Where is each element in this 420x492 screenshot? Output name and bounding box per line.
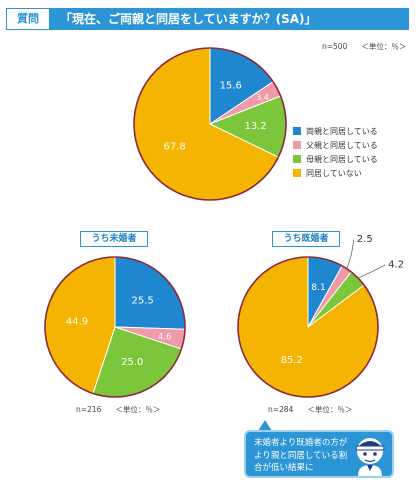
value-label-married-mother: 4.2 [388,260,404,271]
legend-swatch-both [293,127,301,135]
tag-married: うち既婚者 [272,231,340,247]
value-label-total-both: 15.6 [220,81,242,92]
legend-swatch-father [293,141,301,149]
question-header-bar [6,8,409,30]
tag-unmarried: うち未婚者 [80,231,148,247]
leader-line-married-father [346,239,355,269]
callout-pointer [258,420,272,431]
married-n-label: n=284 [268,405,294,414]
unmarried-sample-note: n=216 ＜単位：％＞ [76,404,160,415]
legend-item-none: 同居していない [293,166,378,180]
leader-line-married-mother [357,264,386,279]
chart-legend: 両親と同居している 父親と同居している 母親と同居している 同居していない [293,124,378,180]
value-label-married-both: 8.1 [311,283,325,293]
pie-outline-unmarried [44,256,186,398]
total-unit-label: ＜単位：％＞ [361,42,407,51]
married-unit-label: ＜単位：％＞ [307,405,353,414]
legend-label-mother: 母親と同居している [306,154,378,164]
legend-item-father: 父親と同居している [293,138,378,152]
value-label-married-father: 2.5 [357,234,373,245]
legend-label-both: 両親と同居している [306,126,378,136]
pie-outline-total [133,47,287,201]
value-label-total-mother: 13.2 [244,121,266,132]
legend-label-none: 同居していない [306,168,362,178]
unmarried-unit-label: ＜単位：％＞ [115,405,161,414]
married-sample-note: n=284 ＜単位：％＞ [268,404,352,415]
value-label-total-father: 3.4 [256,93,269,102]
total-n-label: n=500 [322,42,348,51]
legend-item-mother: 母親と同居している [293,152,378,166]
value-label-married-none: 85.2 [281,355,303,366]
total-sample-note: n=500 ＜単位：％＞ [322,41,406,52]
legend-label-father: 父親と同居している [306,140,378,150]
value-label-total-none: 67.8 [163,142,185,153]
unmarried-n-label: n=216 [76,405,102,414]
callout-text: 未婚者より既婚者の方がより親と同居している割合が低い結果に [254,438,348,473]
callout-box: 未婚者より既婚者の方がより親と同居している割合が低い結果に [244,430,394,478]
value-label-unmarried-none: 44.9 [66,316,88,327]
legend-swatch-mother [293,155,301,163]
legend-item-both: 両親と同居している [293,124,378,138]
value-label-unmarried-mother: 25.0 [121,357,143,368]
question-text: 「現在、ご両親と同居をしていますか？(SA)」 [60,12,317,26]
value-label-unmarried-both: 25.5 [131,296,153,307]
value-label-unmarried-father: 4.6 [158,332,172,342]
pie-outline-married [237,256,379,398]
question-tag: 質問 [6,8,50,30]
legend-swatch-none [293,169,301,177]
mascot-icon [355,438,385,476]
